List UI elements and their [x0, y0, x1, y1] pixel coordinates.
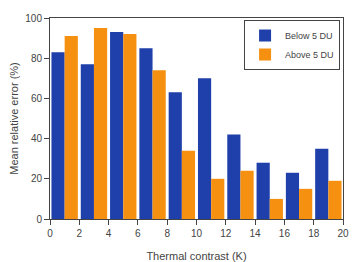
svg-text:12: 12	[220, 228, 232, 239]
svg-text:2: 2	[77, 228, 83, 239]
svg-text:100: 100	[25, 13, 42, 24]
svg-text:60: 60	[31, 93, 43, 104]
svg-text:Mean relative error (%): Mean relative error (%)	[8, 62, 20, 174]
svg-text:6: 6	[135, 228, 141, 239]
svg-text:Above 5 DU: Above 5 DU	[285, 50, 334, 60]
svg-text:0: 0	[47, 228, 53, 239]
svg-text:80: 80	[31, 53, 43, 64]
svg-text:Thermal contrast (K): Thermal contrast (K)	[146, 250, 246, 262]
svg-text:0: 0	[36, 214, 42, 225]
svg-text:20: 20	[31, 173, 43, 184]
svg-text:Below 5 DU: Below 5 DU	[285, 31, 333, 41]
svg-text:4: 4	[106, 228, 112, 239]
svg-text:20: 20	[337, 228, 349, 239]
svg-text:16: 16	[279, 228, 291, 239]
svg-text:8: 8	[164, 228, 170, 239]
svg-text:14: 14	[250, 228, 262, 239]
svg-text:18: 18	[308, 228, 320, 239]
svg-text:40: 40	[31, 133, 43, 144]
svg-text:10: 10	[191, 228, 203, 239]
